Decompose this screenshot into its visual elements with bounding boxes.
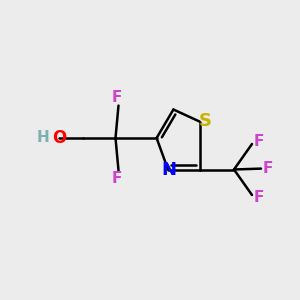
Text: N: N	[161, 161, 176, 179]
Text: F: F	[262, 161, 273, 176]
Text: F: F	[254, 190, 264, 206]
Text: F: F	[112, 90, 122, 105]
Text: F: F	[254, 134, 264, 148]
Text: F: F	[112, 171, 122, 186]
Text: S: S	[198, 112, 212, 130]
Text: O: O	[52, 129, 67, 147]
Text: H: H	[37, 130, 50, 145]
